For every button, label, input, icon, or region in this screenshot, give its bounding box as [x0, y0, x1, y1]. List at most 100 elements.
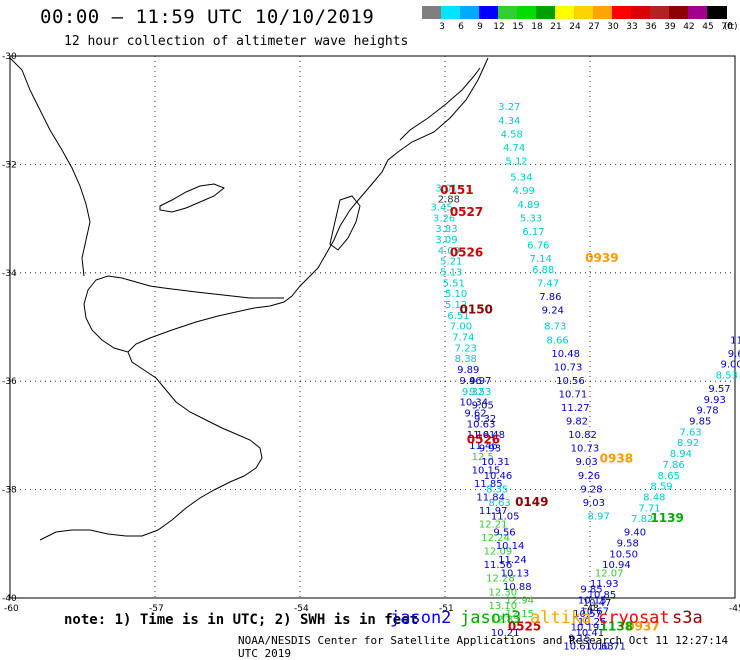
legend-entry-cryosat: cryosat	[598, 608, 670, 628]
latitude-axis-labels: -30-32-34-36-38-40	[2, 52, 17, 604]
lat-lon-grid	[10, 56, 735, 598]
wave-height-value: 3.09	[435, 235, 457, 246]
wave-height-value: 12.94	[505, 595, 534, 606]
wave-height-value: 8.35	[486, 484, 508, 495]
legend-entry-s3a: s3a	[672, 608, 703, 628]
wave-height-value: 5.33	[520, 213, 542, 224]
pass-time-label: 0527	[450, 205, 483, 219]
wave-height-value: 8.59	[650, 482, 672, 493]
wave-height-value: 9.53	[469, 387, 491, 398]
wave-height-value: 9.40	[624, 528, 646, 539]
lat-tick-label: -36	[2, 377, 17, 387]
wave-height-value: 9.32	[474, 414, 496, 425]
wave-height-value: 9.28	[580, 484, 602, 495]
lon-tick-label: -60	[4, 604, 19, 614]
wave-height-value: 9.89	[457, 365, 479, 376]
wave-height-value: 10.88	[503, 582, 532, 593]
footer-credit: NOAA/NESDIS Center for Satellite Applica…	[238, 634, 740, 660]
wave-height-value: 9.05	[472, 400, 494, 411]
pass-time-label: 0151	[440, 183, 473, 197]
wave-height-value: 9.03	[576, 457, 598, 468]
wave-height-value: 7.47	[537, 278, 559, 289]
pass-time-label: 0526	[450, 246, 483, 260]
wave-height-value: 8.65	[658, 471, 680, 482]
wave-height-value: 4.34	[498, 116, 520, 127]
wave-height-value: 10.48	[551, 349, 580, 360]
wave-height-value: 11.	[730, 335, 740, 346]
wave-height-value: 10.73	[554, 362, 583, 373]
inland-coast-path	[10, 58, 90, 276]
legend-entry-altika: altika	[530, 608, 591, 628]
wave-height-value: 5.12	[505, 156, 527, 167]
wave-height-value: 10.31	[481, 457, 510, 468]
wave-height-value: 10.14	[496, 541, 525, 552]
wave-height-value: 8.97	[588, 511, 610, 522]
wave-height-value: 9.00	[721, 360, 740, 371]
wave-height-value: 6.17	[522, 227, 544, 238]
wave-height-value: 7.14	[530, 254, 552, 265]
wave-height-value: 11.24	[498, 555, 527, 566]
wave-height-value: 9.78	[696, 406, 718, 417]
lat-tick-label: -40	[2, 594, 17, 604]
wave-height-value: 9.57	[708, 384, 730, 395]
wave-height-value: 6.76	[527, 240, 549, 251]
wave-height-value: 9.93	[704, 395, 726, 406]
wave-height-value: 5.13	[440, 268, 462, 279]
lat-tick-label: -32	[2, 160, 17, 170]
wave-height-value: 9.85	[580, 585, 602, 596]
wave-height-value: 7.86	[663, 460, 685, 471]
wave-height-value: 9.26	[578, 471, 600, 482]
wave-height-value: 9.82	[566, 417, 588, 428]
pass-time-label: 0939	[585, 251, 618, 265]
wave-height-value: 8.63	[489, 498, 511, 509]
lat-tick-label: -38	[2, 486, 17, 496]
legend-entry-jason3: jason3	[460, 608, 521, 628]
wave-height-value: 10.50	[609, 549, 638, 560]
wave-height-value: 9.85	[689, 417, 711, 428]
wave-height-value: 5.10	[445, 289, 467, 300]
wave-height-value: 9.24	[542, 305, 564, 316]
wave-height-value: 4.74	[503, 143, 525, 154]
wave-height-value: 10.71	[559, 389, 588, 400]
pass-time-label: 0150	[460, 302, 493, 316]
wave-height-value: 4.58	[501, 129, 523, 140]
wave-height-value: 9.03	[583, 498, 605, 509]
wave-height-value: 8.92	[677, 438, 699, 449]
wave-height-value: 8.94	[670, 449, 692, 460]
wave-height-value: 9.6	[728, 349, 740, 360]
lon-tick-label: -45	[729, 604, 740, 614]
patos-lagoon-path	[400, 68, 480, 140]
wave-height-value: 4.99	[513, 186, 535, 197]
wave-height-value: 10.82	[568, 430, 597, 441]
wave-height-value: 11.27	[561, 403, 590, 414]
wave-height-value: 8.53	[716, 370, 738, 381]
wave-height-value: 11.05	[491, 511, 520, 522]
wave-height-value: 8.38	[455, 354, 477, 365]
wave-height-value: 9.56	[493, 528, 515, 539]
lagoon-path	[160, 184, 224, 212]
wave-height-value: 8.73	[544, 322, 566, 333]
pass-time-label: 0938	[600, 452, 633, 466]
wave-height-value: 5.34	[510, 173, 532, 184]
wave-height-value: 3.27	[498, 102, 520, 113]
coastline	[10, 56, 488, 540]
pass-time-label: 1139	[650, 511, 683, 525]
wave-height-value: 7.74	[452, 333, 474, 344]
footer-note: note: 1) Time is in UTC; 2) SWH is in fe…	[64, 612, 418, 628]
wave-height-value: 8.48	[643, 492, 665, 503]
wave-observations: 3.274.344.584.745.125.344.994.895.336.17…	[431, 102, 740, 650]
pass-time-label: 0149	[515, 495, 548, 509]
wave-height-value: 12.07	[595, 568, 624, 579]
wave-height-value: 8.66	[547, 335, 569, 346]
wave-height-value: 7.63	[679, 427, 701, 438]
pass-time-label: 0526	[467, 433, 500, 447]
wave-height-value: 9.58	[617, 539, 639, 550]
legend-entry-jason2: jason2	[390, 608, 451, 628]
wave-height-value: 10.13	[501, 568, 530, 579]
plata-river-path	[84, 276, 284, 352]
wave-height-value: 7.86	[539, 292, 561, 303]
map-frame	[10, 56, 735, 598]
lat-tick-label: -34	[2, 269, 17, 279]
wave-height-value: 10.73	[571, 444, 600, 455]
